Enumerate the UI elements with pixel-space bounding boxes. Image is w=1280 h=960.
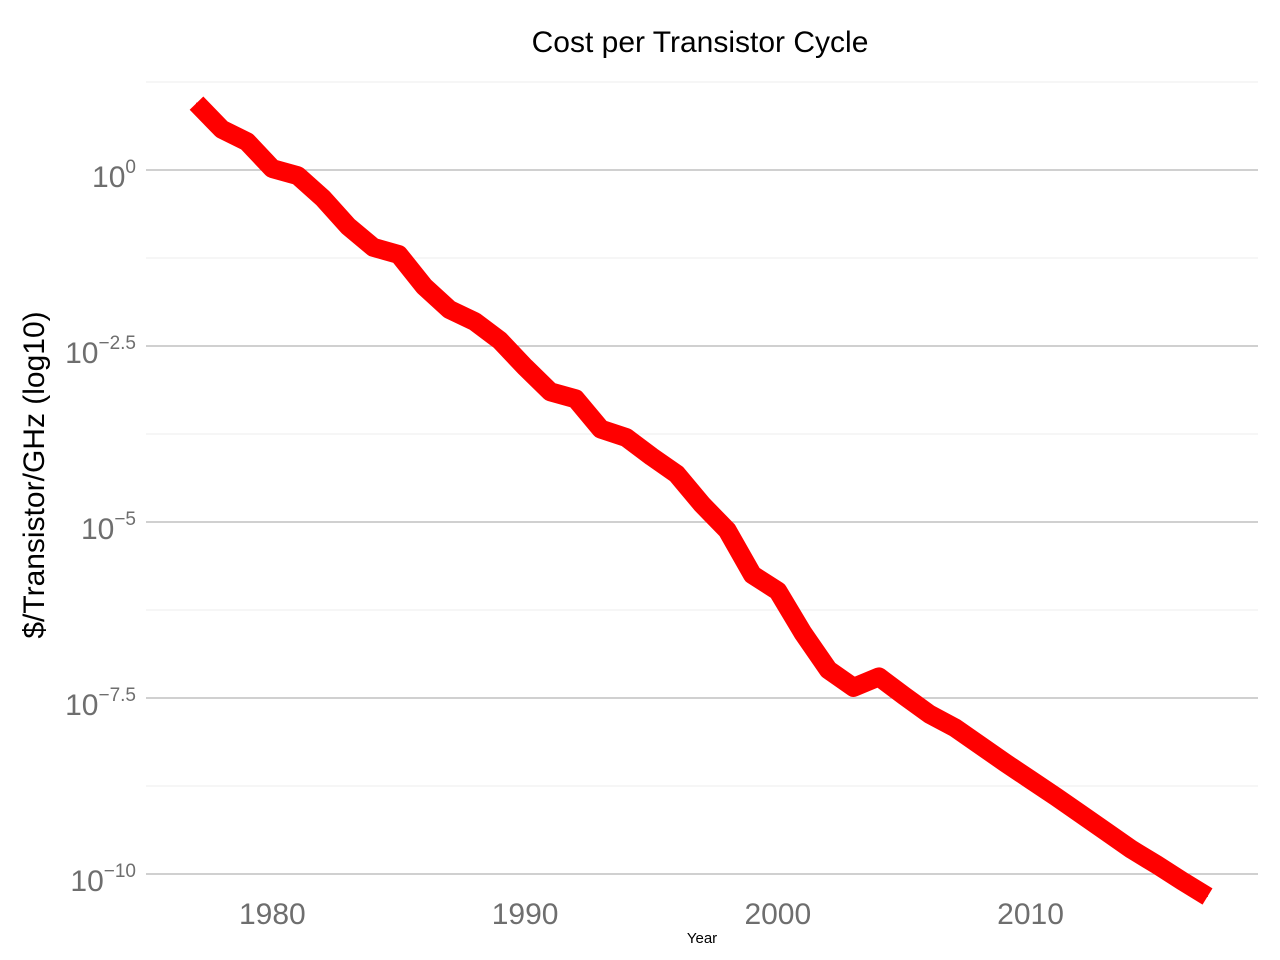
data-point	[347, 225, 349, 227]
grid-lines	[146, 81, 1258, 875]
data-point	[625, 437, 627, 438]
data-point	[1131, 848, 1133, 850]
data-point	[1055, 796, 1057, 798]
series-line	[189, 96, 1213, 905]
data-point	[373, 246, 374, 248]
data-point	[1080, 813, 1082, 815]
data-point	[676, 473, 678, 475]
data-point	[1181, 880, 1183, 882]
y-tick-label: 10−10	[70, 861, 136, 898]
data-point	[196, 102, 197, 104]
data-point	[600, 428, 602, 430]
data-point	[1030, 779, 1031, 781]
data-point	[1004, 762, 1006, 764]
data-point	[802, 632, 804, 634]
data-point	[777, 590, 779, 592]
data-point	[651, 456, 652, 457]
data-point	[701, 503, 703, 505]
x-tick-labels: 1980 1990 2000 2010	[239, 898, 1064, 931]
data-point	[398, 254, 400, 255]
data-point	[1207, 896, 1208, 897]
data-point	[903, 695, 905, 697]
y-tick-label: 10−7.5	[65, 685, 136, 722]
data-point	[827, 669, 829, 671]
data-point	[853, 686, 855, 688]
x-tick-label: 2010	[997, 898, 1064, 931]
series-layer	[189, 96, 1213, 905]
data-point	[929, 713, 930, 715]
data-point	[271, 168, 273, 170]
data-point	[752, 574, 753, 576]
x-tick-label: 2000	[744, 898, 811, 931]
data-point	[878, 676, 880, 678]
chart-title: Cost per Transistor Cycle	[532, 26, 869, 59]
data-point	[246, 141, 248, 143]
y-tick-label: 100	[92, 157, 136, 194]
data-point	[474, 320, 475, 322]
y-tick-label: 10−2.5	[65, 333, 136, 370]
x-axis-label: Year	[687, 930, 717, 947]
data-point	[1156, 864, 1158, 866]
data-point	[221, 128, 223, 130]
data-point	[726, 529, 728, 531]
data-point	[575, 398, 577, 400]
data-point	[448, 308, 450, 310]
data-point	[499, 339, 501, 341]
data-point	[549, 391, 551, 393]
y-tick-labels: 100 10−2.5 10−5 10−7.5 10−10	[65, 157, 136, 898]
y-axis-label: $/Transistor/GHz (log10)	[18, 311, 51, 638]
data-point	[322, 197, 324, 199]
y-tick-label: 10−5	[81, 509, 136, 546]
data-point	[979, 744, 981, 746]
data-point	[297, 175, 299, 177]
data-point	[954, 727, 956, 729]
x-tick-label: 1990	[492, 898, 559, 931]
data-point	[423, 285, 425, 287]
x-tick-label: 1980	[239, 898, 306, 931]
data-point	[1105, 831, 1107, 833]
data-point	[524, 366, 526, 368]
